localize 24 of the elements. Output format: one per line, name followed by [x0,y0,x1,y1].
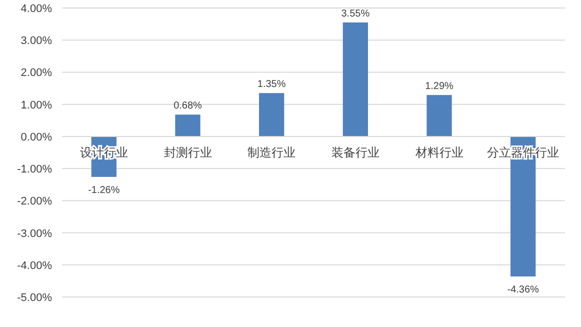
data-label: 0.68% [174,100,202,112]
x-tick-label: 制造行业 [248,145,296,160]
data-label: 3.55% [341,8,370,20]
y-tick-label: -3.00% [17,228,52,240]
y-tick-label: 1.00% [20,99,52,112]
data-label: 1.35% [257,79,286,90]
bar [175,114,200,136]
y-tick-label: 4.00% [20,3,52,15]
y-tick-label: 2.00% [20,67,52,80]
x-tick-label: 封测行业 [164,145,212,160]
data-label: -4.36% [507,284,540,296]
bar [426,95,452,136]
bar [342,22,368,136]
y-tick-label: -1.00% [17,164,52,176]
y-tick-label: -5.00% [17,292,52,304]
x-tick-label: 装备行业 [331,145,380,160]
data-label: -1.26% [88,184,120,196]
y-tick-label: -2.00% [17,196,52,208]
y-tick-label: -4.00% [17,260,52,272]
bar [259,93,284,136]
y-tick-label: 3.00% [20,35,52,48]
y-tick-label: 0.00% [20,131,52,144]
data-label: 1.29% [425,81,454,92]
x-tick-label: 材料行业 [414,145,464,160]
